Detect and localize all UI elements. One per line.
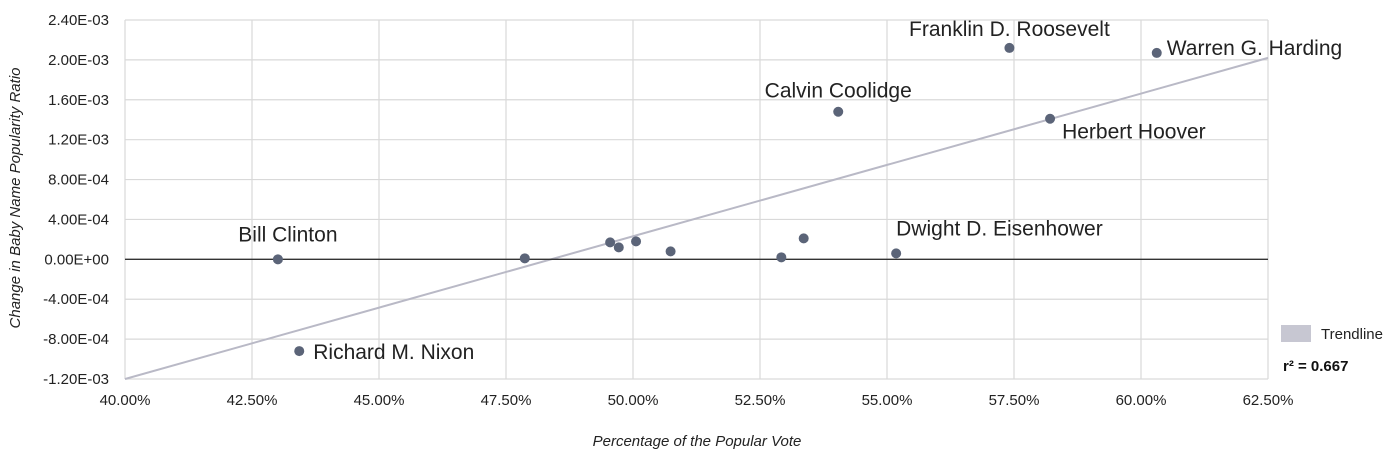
y-tick-label: 2.00E-03 (48, 52, 109, 69)
point-labels: Warren G. Harding Franklin D. Roosevelt He… (238, 18, 1342, 364)
x-tick-label: 57.50% (989, 392, 1040, 409)
x-tick-label: 40.00% (100, 392, 151, 409)
x-tick-labels: 40.00% 42.50% 45.00% 47.50% 50.00% 52.50% 55.0… (100, 392, 1294, 409)
y-tick-label: -8.00E-04 (43, 331, 109, 348)
point-label: Warren G. Harding (1167, 37, 1342, 60)
legend: Trendline r² = 0.667 (1281, 325, 1383, 375)
trendline-layer (124, 56, 1269, 380)
point-label: Calvin Coolidge (765, 80, 912, 103)
r-squared-label: r² = 0.667 (1283, 358, 1348, 375)
y-tick-labels: 2.40E-03 2.00E-03 1.60E-03 1.20E-03 8.00E-04… (43, 12, 109, 388)
x-tick-label: 45.00% (354, 392, 405, 409)
x-tick-label: 52.50% (735, 392, 786, 409)
data-point (605, 237, 616, 248)
y-tick-label: 2.40E-03 (48, 12, 109, 29)
data-point (665, 246, 676, 257)
grid-lines (124, 19, 1269, 380)
data-point (1004, 42, 1015, 53)
y-tick-label: 0.00E+00 (44, 251, 109, 268)
data-point (631, 236, 642, 247)
y-axis-title: Change in Baby Name Popularity Ratio (7, 68, 24, 329)
x-tick-label: 60.00% (1116, 392, 1167, 409)
data-point (294, 346, 305, 357)
x-axis-title: Percentage of the Popular Vote (593, 433, 802, 450)
y-tick-label: -1.20E-03 (43, 371, 109, 388)
data-point (798, 233, 809, 244)
x-tick-label: 50.00% (608, 392, 659, 409)
x-tick-label: 55.00% (862, 392, 913, 409)
data-point (519, 253, 530, 264)
point-label: Bill Clinton (238, 223, 337, 246)
data-point (891, 248, 902, 259)
data-point (1151, 47, 1162, 58)
y-tick-label: 8.00E-04 (48, 172, 109, 189)
data-point (613, 242, 624, 253)
y-tick-label: 1.60E-03 (48, 92, 109, 109)
point-label: Herbert Hoover (1062, 121, 1206, 144)
trendline (124, 56, 1269, 380)
data-point (833, 106, 844, 117)
data-point (1045, 113, 1056, 124)
x-tick-label: 42.50% (227, 392, 278, 409)
x-tick-label: 62.50% (1243, 392, 1294, 409)
legend-trendline-swatch (1281, 325, 1311, 342)
y-tick-label: -4.00E-04 (43, 291, 109, 308)
data-point (272, 254, 283, 265)
y-tick-label: 4.00E-04 (48, 211, 109, 228)
data-points (272, 42, 1162, 357)
data-point (776, 252, 787, 263)
x-tick-label: 47.50% (481, 392, 532, 409)
point-label: Richard M. Nixon (313, 341, 474, 364)
point-label: Dwight D. Eisenhower (896, 217, 1103, 240)
legend-trendline-label: Trendline (1321, 326, 1383, 343)
y-tick-label: 1.20E-03 (48, 132, 109, 149)
point-label: Franklin D. Roosevelt (909, 18, 1110, 41)
